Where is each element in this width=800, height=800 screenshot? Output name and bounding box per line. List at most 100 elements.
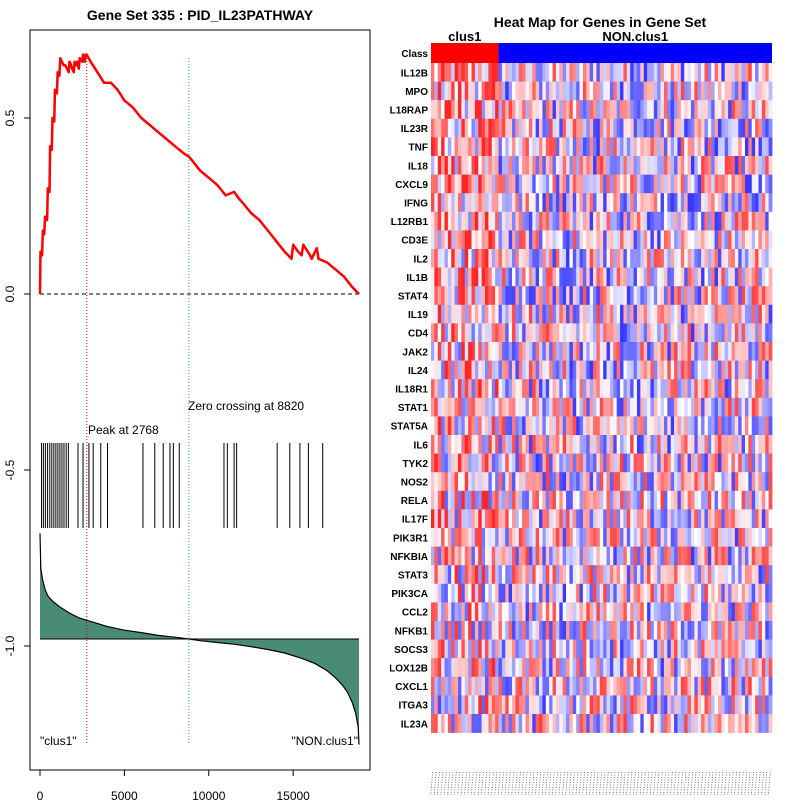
heatmap-cell — [589, 472, 594, 492]
heatmap-cell — [451, 472, 456, 492]
heatmap-cell — [765, 323, 770, 343]
heatmap-cell — [697, 379, 702, 399]
heatmap-cell — [721, 100, 726, 120]
heatmap-cell — [532, 676, 537, 696]
heatmap-cell — [437, 472, 442, 492]
heatmap-cell — [545, 621, 550, 640]
heatmap-cell — [454, 472, 459, 492]
heatmap-cell — [684, 639, 688, 659]
heatmap-cell — [731, 249, 736, 268]
heatmap-cell — [744, 546, 749, 566]
heatmap-cell — [626, 658, 631, 678]
heatmap-cell — [525, 453, 530, 473]
heatmap-cell — [633, 490, 638, 510]
heatmap-cell — [738, 137, 743, 157]
heatmap-cell — [603, 639, 607, 659]
heatmap-cell — [549, 490, 553, 510]
heatmap-cell — [650, 435, 655, 454]
heatmap-cell — [461, 490, 466, 510]
heatmap-cell — [704, 193, 709, 213]
heatmap-cell — [539, 267, 543, 287]
heatmap-cell — [451, 528, 456, 547]
heatmap-cell — [549, 249, 553, 268]
heatmap-cell — [454, 602, 459, 622]
heatmap-cell — [609, 249, 614, 268]
heatmap-cell — [667, 360, 672, 380]
heatmap-cell — [552, 397, 557, 417]
heatmap-cell — [738, 379, 743, 399]
heatmap-cell — [498, 286, 503, 306]
heatmap-cell — [647, 490, 651, 510]
heatmap-cell — [447, 676, 452, 696]
heatmap-cell — [478, 658, 483, 678]
heatmap-cell — [447, 323, 452, 343]
heatmap-cell — [552, 546, 557, 566]
heatmap-cell — [670, 528, 675, 547]
sample-label-stub — [609, 771, 612, 796]
heatmap-cell — [458, 81, 462, 101]
heatmap-cell — [734, 490, 739, 510]
heatmap-cell — [613, 342, 618, 361]
heatmap-cell — [501, 397, 506, 417]
heatmap-cell — [680, 137, 685, 157]
heatmap-cell — [562, 211, 567, 231]
sample-label-stub — [474, 771, 477, 796]
heatmap-cell — [582, 249, 587, 268]
heatmap-cell — [647, 230, 651, 250]
heatmap-cell — [626, 453, 631, 473]
heatmap-cell — [603, 174, 607, 194]
heatmap-cell — [569, 546, 574, 566]
heatmap-cell — [667, 658, 672, 678]
heatmap-cell — [559, 528, 564, 547]
heatmap-cell — [768, 267, 773, 287]
heatmap-cell — [657, 379, 661, 399]
heatmap-cell — [630, 63, 634, 82]
heatmap-cell — [579, 565, 584, 585]
heatmap-cell — [552, 211, 557, 231]
gene-label-IL12B: IL12B — [401, 68, 428, 79]
heatmap-cell — [447, 453, 452, 473]
heatmap-cell — [714, 714, 719, 733]
heatmap-cell — [579, 602, 584, 622]
heatmap-cell — [596, 267, 601, 287]
heatmap-cell — [633, 63, 638, 82]
heatmap-cell — [616, 304, 621, 324]
heatmap-cell — [552, 714, 557, 733]
heatmap-cell — [755, 342, 759, 361]
x-tick-label: 0 — [37, 789, 44, 800]
heatmap-cell — [559, 267, 564, 287]
gene-label-PIK3R1: PIK3R1 — [393, 533, 428, 544]
heatmap-cell — [643, 583, 648, 603]
heatmap-cell — [758, 676, 763, 696]
heatmap-cell — [589, 267, 594, 287]
heatmap-cell — [616, 156, 621, 175]
heatmap-cell — [471, 360, 476, 380]
heatmap-cell — [458, 156, 462, 175]
heatmap-cell — [633, 472, 638, 492]
heatmap-cell — [572, 360, 577, 380]
heatmap-cell — [761, 174, 766, 194]
heatmap-cell — [447, 118, 452, 138]
heatmap-cell — [684, 360, 688, 380]
heatmap-cell — [555, 565, 560, 585]
heatmap-cell — [532, 137, 537, 157]
heatmap-cell — [738, 435, 743, 454]
heatmap-cell — [431, 695, 435, 715]
heatmap-cell — [701, 63, 705, 82]
heatmap-cell — [434, 342, 439, 361]
heatmap-cell — [650, 695, 655, 715]
heatmap-cell — [596, 379, 601, 399]
heatmap-cell — [711, 676, 716, 696]
heatmap-cell — [684, 658, 688, 678]
heatmap-cell — [522, 416, 526, 436]
heatmap-cell — [596, 565, 601, 585]
heatmap-cell — [697, 174, 702, 194]
heatmap-cell — [454, 267, 459, 287]
heatmap-cell — [657, 416, 661, 436]
heatmap-cell — [488, 565, 493, 585]
heatmap-cell — [613, 360, 618, 380]
heatmap-cell — [532, 453, 537, 473]
heatmap-cell — [458, 602, 462, 622]
heatmap-cell — [478, 211, 483, 231]
heatmap-cell — [535, 100, 540, 120]
